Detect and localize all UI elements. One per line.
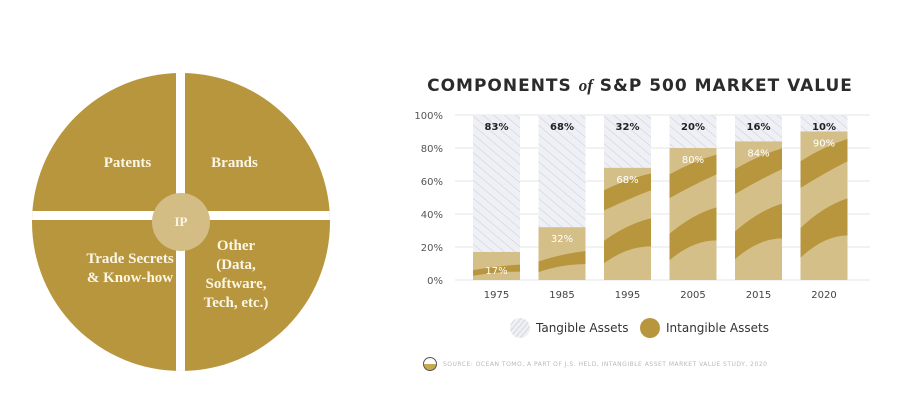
y-tick-label: 80% bbox=[421, 144, 443, 155]
source-note: SOURCE: OCEAN TOMO, A PART OF J.S. HELD,… bbox=[423, 357, 767, 371]
intangible-swatch-icon bbox=[640, 318, 660, 338]
data-label-intangible: 68% bbox=[616, 175, 638, 186]
x-tick-label: 2005 bbox=[680, 290, 705, 301]
quadrant-trade-secrets: Trade Secrets & Know-how bbox=[86, 251, 174, 286]
quadrant-other: Other (Data, Software, Tech, etc.) bbox=[203, 238, 269, 311]
data-label-tangible: 32% bbox=[616, 122, 640, 133]
x-tick-label: 1975 bbox=[484, 290, 509, 301]
bar-tangible bbox=[538, 115, 586, 228]
legend-tangible: Tangible Assets bbox=[510, 318, 628, 338]
x-tick-label: 1995 bbox=[615, 290, 640, 301]
y-tick-label: 40% bbox=[421, 210, 443, 221]
bar-intangible-band bbox=[604, 218, 651, 264]
y-tick-label: 0% bbox=[427, 276, 443, 287]
data-label-intangible: 32% bbox=[551, 234, 573, 245]
bar-intangible-band bbox=[800, 198, 848, 258]
x-tick-label: 2015 bbox=[746, 290, 771, 301]
bar-intangible-band bbox=[800, 138, 848, 188]
bar-chart: 0% 20% 40% 60% 80% 100% 83% 17% 1975 68% 32% 1985 3… bbox=[414, 111, 870, 301]
y-tick-label: 100% bbox=[414, 111, 443, 122]
data-label-intangible: 17% bbox=[485, 266, 507, 277]
bar-intangible-band bbox=[669, 207, 717, 261]
quadrant-patents: Patents bbox=[103, 155, 152, 171]
title-part-2: S&P 500 MARKET VALUE bbox=[599, 76, 853, 96]
x-tick-label: 1985 bbox=[549, 290, 574, 301]
bar-intangible-band bbox=[735, 148, 782, 195]
ocean-tomo-logo-icon bbox=[423, 357, 437, 371]
ip-center: IP bbox=[152, 193, 210, 251]
bar-tangible bbox=[669, 115, 717, 148]
bar-tangible bbox=[604, 115, 651, 168]
bar-tangible bbox=[735, 115, 782, 142]
bar-intangible-band bbox=[538, 250, 586, 273]
y-tick-label: 20% bbox=[421, 243, 443, 254]
data-label-tangible: 10% bbox=[812, 122, 836, 133]
bar-intangible-band bbox=[735, 203, 782, 260]
quadrant-brands: Brands bbox=[211, 155, 258, 171]
bar-intangible-band bbox=[604, 173, 651, 211]
ip-diagram: Patents Brands Trade Secrets & Know-how … bbox=[0, 0, 380, 415]
data-label-intangible: 80% bbox=[682, 155, 704, 166]
data-label-tangible: 83% bbox=[485, 122, 509, 133]
source-text: SOURCE: OCEAN TOMO, A PART OF J.S. HELD,… bbox=[443, 360, 768, 368]
data-label-tangible: 68% bbox=[550, 122, 574, 133]
legend-intangible: Intangible Assets bbox=[640, 318, 769, 338]
data-label-tangible: 16% bbox=[747, 122, 771, 133]
legend-label: Tangible Assets bbox=[536, 321, 629, 335]
title-part-1: COMPONENTS bbox=[427, 76, 572, 96]
chart-title: COMPONENTS of S&P 500 MARKET VALUE bbox=[420, 76, 860, 96]
bar-intangible-band bbox=[669, 154, 717, 199]
data-label-tangible: 20% bbox=[681, 122, 705, 133]
data-label-intangible: 90% bbox=[813, 139, 835, 150]
bar-intangible-band bbox=[473, 264, 520, 276]
tangible-swatch-icon bbox=[510, 318, 530, 338]
y-tick-label: 60% bbox=[421, 177, 443, 188]
legend-label: Intangible Assets bbox=[666, 321, 769, 335]
bar-tangible bbox=[800, 115, 848, 132]
bar-tangible bbox=[473, 115, 520, 252]
title-part-of: of bbox=[578, 76, 593, 95]
x-tick-label: 2020 bbox=[811, 290, 836, 301]
data-label-intangible: 84% bbox=[747, 148, 769, 159]
